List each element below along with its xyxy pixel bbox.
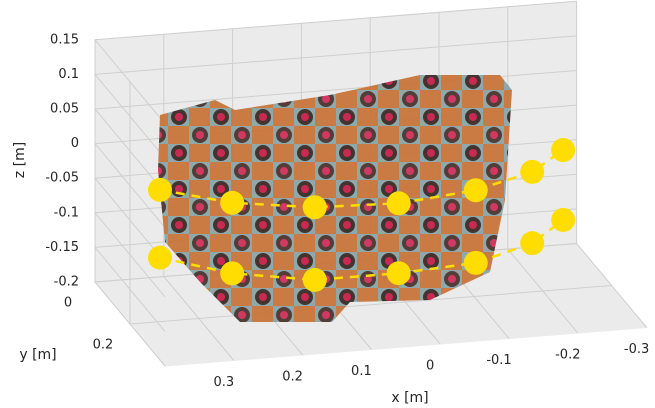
x-axis-label: x [m] — [391, 390, 428, 406]
x-tick-label: 0.1 — [351, 364, 372, 379]
x-tick-label: 0.3 — [213, 375, 234, 390]
x-tick-label: 0.2 — [282, 370, 303, 385]
marker — [220, 190, 245, 215]
z-tick-label: 0 — [71, 136, 79, 151]
marker — [147, 245, 172, 270]
tick-labels: 0.3 0.2 0.1 0 -0.1 -0.2 -0.3 0 0.2 0.15 0.1 0.05 0 -0… — [45, 32, 649, 390]
data-layer — [147, 138, 576, 292]
grid-line — [94, 108, 166, 194]
grid-line — [94, 281, 166, 367]
z-tick-label: -0.2 — [54, 275, 79, 290]
z-tick-label: 0.15 — [50, 32, 79, 47]
grid-line — [94, 212, 166, 298]
z-axis-label: z [m] — [12, 142, 28, 178]
z-tick-label: -0.05 — [45, 171, 79, 186]
grid-line — [94, 143, 166, 228]
marker — [147, 177, 172, 202]
marker — [551, 138, 576, 163]
x-tick-label: -0.2 — [555, 348, 580, 363]
marker — [302, 195, 327, 220]
marker — [220, 261, 245, 286]
point-cloud — [158, 75, 512, 322]
marker — [386, 191, 411, 216]
y-tick-label: 0.2 — [93, 338, 114, 353]
x-tick-label: 0 — [426, 359, 434, 374]
grid-line — [94, 39, 166, 125]
marker — [520, 231, 545, 256]
grid-line — [129, 285, 612, 325]
marker — [302, 267, 327, 292]
marker — [463, 178, 488, 203]
y-tick-label: 0 — [64, 296, 72, 311]
z-tick-label: 0.05 — [50, 102, 79, 117]
grid-line — [94, 35, 577, 75]
grid-line — [94, 247, 166, 332]
marker — [551, 207, 576, 232]
grid-line — [94, 74, 166, 159]
y-axis-label: y [m] — [19, 347, 56, 363]
grid-line — [94, 0, 577, 41]
z-tick-label: -0.15 — [45, 240, 79, 255]
z-tick-label: -0.1 — [54, 205, 79, 220]
marker — [386, 261, 411, 286]
x-tick-label: -0.3 — [624, 342, 649, 357]
marker — [463, 250, 488, 275]
marker — [520, 159, 545, 184]
z-tick-label: 0.1 — [58, 67, 79, 82]
x-tick-label: -0.1 — [486, 353, 511, 368]
